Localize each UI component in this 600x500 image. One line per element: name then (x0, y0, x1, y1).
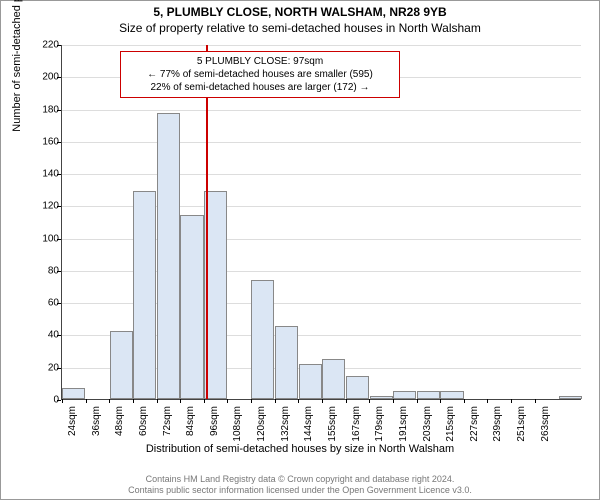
x-tick-label: 48sqm (114, 406, 125, 446)
y-tick-mark (57, 142, 61, 143)
histogram-bar (559, 396, 582, 399)
footer: Contains HM Land Registry data © Crown c… (1, 474, 599, 497)
x-tick-label: 120sqm (256, 406, 267, 446)
y-tick-mark (57, 206, 61, 207)
y-tick-label: 80 (39, 265, 59, 276)
x-tick-mark (275, 399, 276, 403)
x-tick-label: 84sqm (185, 406, 196, 446)
title-main: 5, PLUMBLY CLOSE, NORTH WALSHAM, NR28 9Y… (1, 5, 599, 19)
y-tick-mark (57, 45, 61, 46)
info-box: 5 PLUMBLY CLOSE: 97sqm ← 77% of semi-det… (120, 51, 400, 98)
y-tick-label: 120 (39, 201, 59, 212)
y-tick-mark (57, 110, 61, 111)
y-tick-label: 200 (39, 72, 59, 83)
x-tick-mark (346, 399, 347, 403)
info-line-3: 22% of semi-detached houses are larger (… (129, 81, 391, 94)
y-tick-label: 0 (39, 395, 59, 406)
histogram-bar (417, 391, 440, 399)
x-tick-mark (511, 399, 512, 403)
y-tick-label: 20 (39, 362, 59, 373)
x-tick-mark (440, 399, 441, 403)
x-tick-label: 24sqm (67, 406, 78, 446)
marker-line (206, 45, 208, 399)
histogram-bar (322, 359, 345, 399)
x-tick-mark (204, 399, 205, 403)
x-tick-mark (535, 399, 536, 403)
x-tick-label: 96sqm (209, 406, 220, 446)
x-tick-label: 60sqm (138, 406, 149, 446)
x-tick-label: 239sqm (492, 406, 503, 446)
y-tick-mark (57, 174, 61, 175)
y-tick-label: 220 (39, 40, 59, 51)
y-tick-label: 180 (39, 104, 59, 115)
x-tick-label: 179sqm (374, 406, 385, 446)
y-tick-label: 100 (39, 233, 59, 244)
title-subtitle: Size of property relative to semi-detach… (1, 21, 599, 35)
x-tick-mark (369, 399, 370, 403)
gridline (62, 142, 581, 143)
x-tick-label: 72sqm (162, 406, 173, 446)
histogram-bar (393, 391, 416, 399)
histogram-bar (110, 331, 133, 399)
histogram-bar (299, 364, 322, 400)
y-tick-mark (57, 239, 61, 240)
x-tick-mark (180, 399, 181, 403)
y-tick-mark (57, 368, 61, 369)
y-tick-label: 40 (39, 330, 59, 341)
x-tick-mark (298, 399, 299, 403)
x-tick-mark (62, 399, 63, 403)
histogram-bar (133, 191, 156, 399)
x-tick-label: 155sqm (327, 406, 338, 446)
footer-line-2: Contains public sector information licen… (1, 485, 599, 497)
histogram-bar (346, 376, 369, 399)
y-tick-mark (57, 271, 61, 272)
info-line-2: ← 77% of semi-detached houses are smalle… (129, 68, 391, 81)
gridline (62, 45, 581, 46)
histogram-bar (275, 326, 298, 399)
info-line-1: 5 PLUMBLY CLOSE: 97sqm (129, 55, 391, 68)
x-tick-label: 263sqm (540, 406, 551, 446)
x-tick-mark (109, 399, 110, 403)
histogram-bar (251, 280, 274, 399)
x-tick-label: 132sqm (280, 406, 291, 446)
y-tick-mark (57, 303, 61, 304)
x-tick-label: 167sqm (351, 406, 362, 446)
x-tick-mark (227, 399, 228, 403)
chart-container: 5, PLUMBLY CLOSE, NORTH WALSHAM, NR28 9Y… (0, 0, 600, 500)
x-tick-mark (322, 399, 323, 403)
y-tick-mark (57, 400, 61, 401)
x-tick-mark (157, 399, 158, 403)
y-tick-mark (57, 335, 61, 336)
x-tick-mark (487, 399, 488, 403)
x-tick-label: 227sqm (469, 406, 480, 446)
x-tick-mark (464, 399, 465, 403)
y-axis-label: Number of semi-detached properties (11, 0, 23, 132)
y-tick-mark (57, 77, 61, 78)
histogram-bar (180, 215, 203, 399)
x-tick-label: 36sqm (91, 406, 102, 446)
gridline (62, 110, 581, 111)
histogram-bar (62, 388, 85, 399)
histogram-bar (440, 391, 463, 399)
x-tick-mark (393, 399, 394, 403)
x-tick-label: 215sqm (445, 406, 456, 446)
y-tick-label: 60 (39, 298, 59, 309)
x-tick-mark (417, 399, 418, 403)
histogram-bar (157, 113, 180, 399)
y-tick-label: 140 (39, 169, 59, 180)
gridline (62, 174, 581, 175)
x-tick-mark (251, 399, 252, 403)
x-tick-label: 251sqm (516, 406, 527, 446)
plot-area: 5 PLUMBLY CLOSE: 97sqm ← 77% of semi-det… (61, 45, 581, 400)
histogram-bar (370, 396, 393, 399)
x-tick-label: 191sqm (398, 406, 409, 446)
x-tick-mark (133, 399, 134, 403)
footer-line-1: Contains HM Land Registry data © Crown c… (1, 474, 599, 486)
y-tick-label: 160 (39, 136, 59, 147)
x-tick-label: 203sqm (422, 406, 433, 446)
x-tick-mark (86, 399, 87, 403)
x-tick-label: 108sqm (232, 406, 243, 446)
x-tick-label: 144sqm (303, 406, 314, 446)
